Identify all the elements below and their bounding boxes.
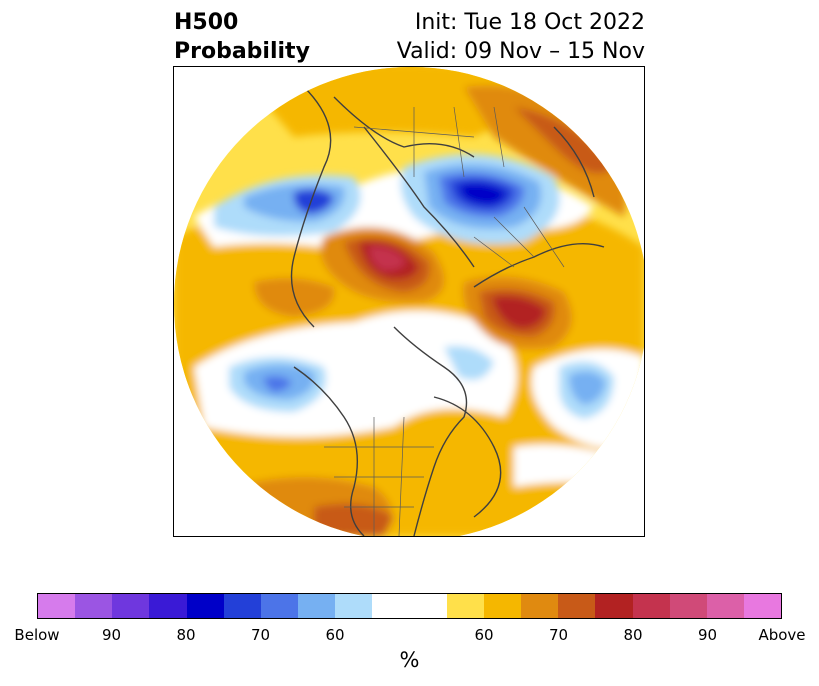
colorbar-tick-8: 90: [697, 626, 718, 644]
colorbar-segment-18: [706, 594, 744, 618]
init-date: Init: Tue 18 Oct 2022: [414, 10, 645, 35]
valid-dates: Valid: 09 Nov – 15 Nov: [396, 39, 645, 64]
probability-contours: [174, 67, 644, 536]
colorbar-segment-15: [595, 594, 633, 618]
colorbar-tick-3: 70: [250, 626, 271, 644]
colorbar-segment-4: [186, 594, 224, 618]
colorbar-segment-8: [335, 594, 373, 618]
colorbar-segment-0: [38, 594, 76, 618]
colorbar-segment-16: [632, 594, 670, 618]
colorbar-segment-5: [223, 594, 261, 618]
colorbar-unit-label: %: [399, 648, 420, 672]
borders: [324, 106, 565, 536]
colorbar-segment-6: [260, 594, 299, 618]
colorbar-tick-5: 60: [474, 626, 494, 644]
colorbar-segment-9: [372, 594, 410, 618]
colorbar-segment-2: [112, 594, 150, 618]
colorbar-tick-2: 80: [176, 626, 196, 644]
map-dates: Init: Tue 18 Oct 2022 Valid: 09 Nov – 15…: [397, 8, 645, 66]
colorbar-tick-9: Above: [758, 626, 806, 644]
colorbar-segment-10: [409, 594, 447, 618]
colorbar-segment-17: [669, 594, 707, 618]
title-product: Probability: [174, 39, 310, 64]
colorbar-tick-0: Below: [14, 626, 60, 644]
polar-map: [173, 66, 645, 537]
colorbar-segment-11: [446, 594, 484, 618]
colorbar-tick-6: 70: [548, 626, 569, 644]
probability-colorbar: [37, 593, 782, 619]
probability-map-graphic: [174, 67, 644, 536]
colorbar-tick-4: 60: [325, 626, 345, 644]
colorbar-segment-7: [298, 594, 336, 618]
colorbar-tick-labels: Below 90 80 70 60 60 70 80 90 Above: [14, 626, 805, 646]
title-variable: H500: [174, 10, 239, 35]
map-title: H500 Probability: [174, 8, 310, 66]
colorbar-tick-7: 80: [623, 626, 643, 644]
colorbar-segment-13: [521, 594, 559, 618]
colorbar-segment-14: [558, 594, 596, 618]
colorbar-segment-1: [75, 594, 113, 618]
colorbar-tick-1: 90: [101, 626, 122, 644]
colorbar-segment-19: [743, 594, 782, 618]
colorbar-segment-3: [149, 594, 187, 618]
colorbar-segment-12: [483, 594, 522, 618]
